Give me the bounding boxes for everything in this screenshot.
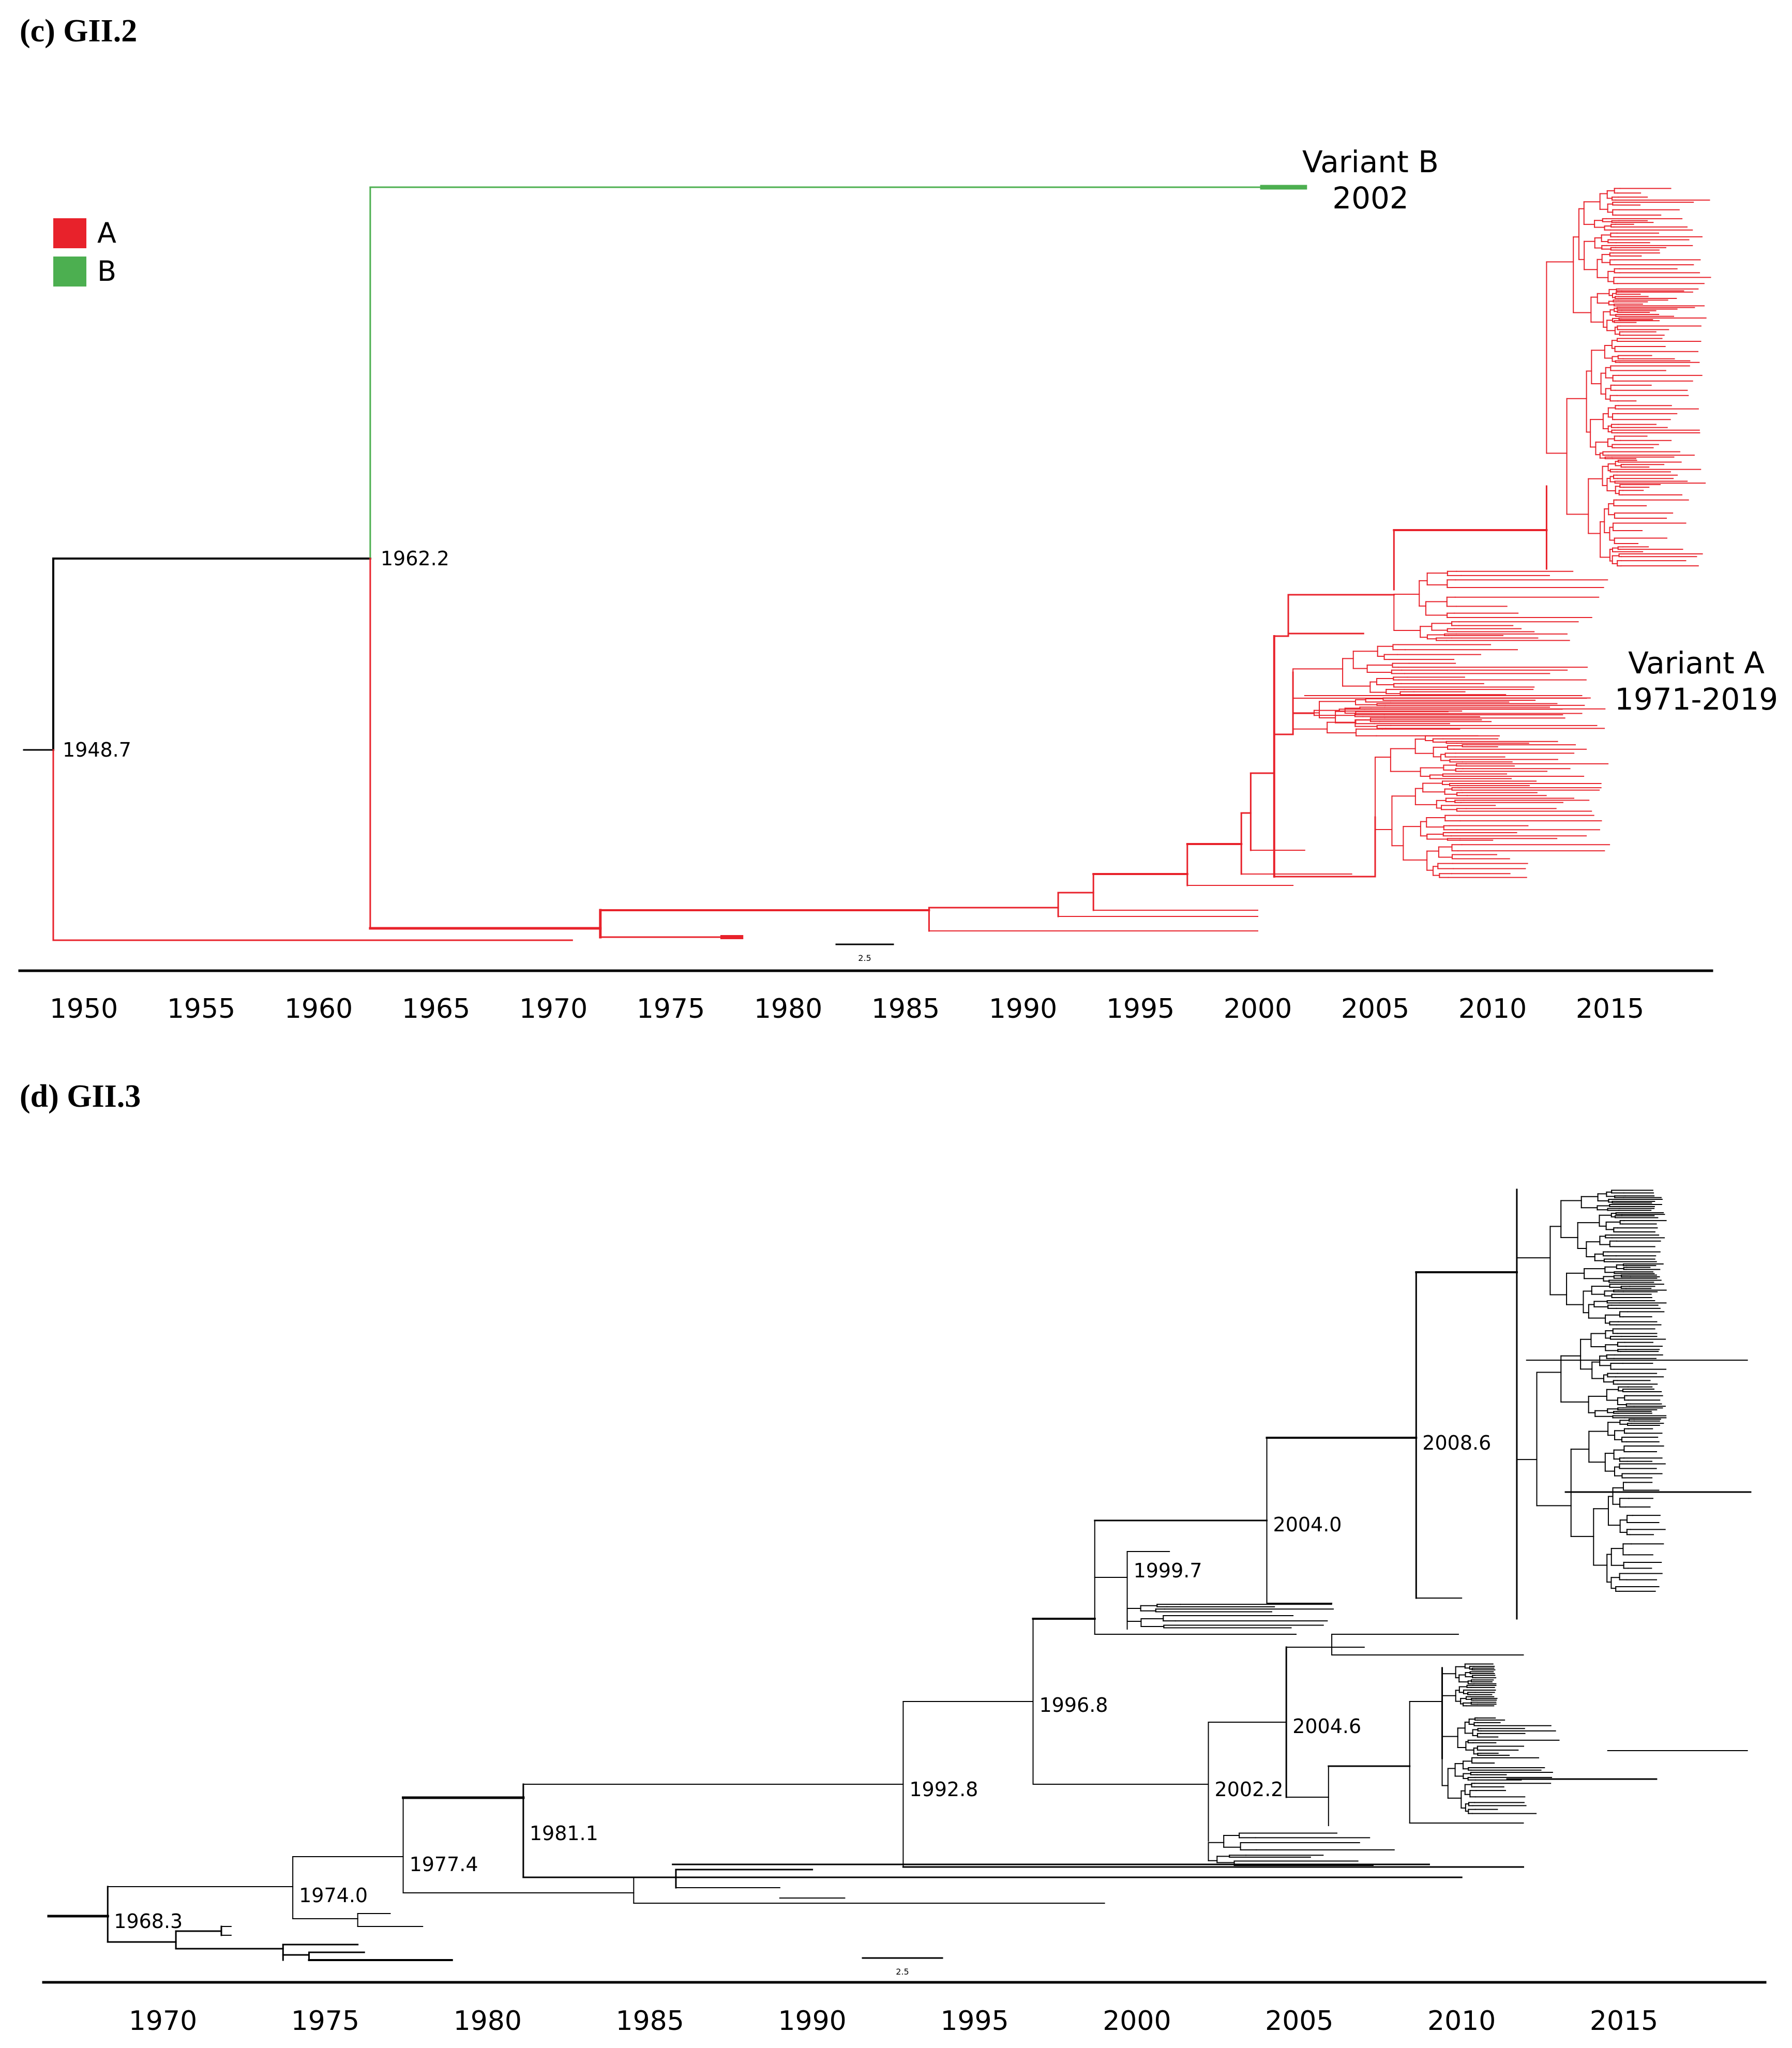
node-label-1999-7: 1999.7 xyxy=(1134,1559,1202,1582)
scale-bar: 2.5 xyxy=(862,1957,943,1977)
tree-branches xyxy=(47,1188,1752,1961)
node-label-1968-3: 1968.3 xyxy=(114,1910,183,1933)
x-tick-label-2010: 2010 xyxy=(1458,993,1527,1025)
x-tick-label-2005: 2005 xyxy=(1341,993,1409,1025)
node-label-1992-8: 1992.8 xyxy=(909,1778,978,1801)
x-tick-label-2000: 2000 xyxy=(1224,993,1292,1025)
x-tick-label-1980: 1980 xyxy=(754,993,822,1025)
x-tick-label-1995: 1995 xyxy=(1106,993,1174,1025)
x-tick-label-1975: 1975 xyxy=(637,993,705,1025)
x-tick-label-1980: 1980 xyxy=(454,2006,522,2037)
scale-bar: 2.5 xyxy=(835,943,894,963)
x-tick-label-1985: 1985 xyxy=(616,2006,684,2037)
node-labels: 1962.2 1948.7 xyxy=(63,547,449,761)
scale-bar-label: 2.5 xyxy=(858,953,871,963)
x-tick-label-1955: 1955 xyxy=(167,993,235,1025)
x-tick-label-2005: 2005 xyxy=(1265,2006,1333,2037)
x-tick-label-1950: 1950 xyxy=(50,993,118,1025)
x-tick-label-2010: 2010 xyxy=(1427,2006,1496,2037)
node-labels: 2008.6 2004.0 1999.7 1996.8 2004.6 2002.2 1992… xyxy=(114,1432,1491,1933)
x-axis: 1950 1955 1960 1965 1970 1975 1980 1985 1990 1995… xyxy=(18,969,1713,1025)
legend-label-a: A xyxy=(97,217,116,249)
x-tick-label-1990: 1990 xyxy=(778,2006,846,2037)
x-tick-label-1970: 1970 xyxy=(519,993,588,1025)
node-label-1981-1: 1981.1 xyxy=(530,1822,598,1845)
node-label-1962-2: 1962.2 xyxy=(381,547,449,570)
legend-label-b: B xyxy=(97,255,116,288)
panel-c-title: (c) GII.2 xyxy=(20,13,137,49)
legend-swatch-a xyxy=(53,218,86,248)
tree-branches xyxy=(23,185,1711,941)
x-tick-label-2000: 2000 xyxy=(1103,2006,1171,2037)
variant-a-label: Variant A xyxy=(1628,645,1765,681)
legend-swatch-b xyxy=(53,257,86,287)
x-tick-label-1965: 1965 xyxy=(402,993,470,1025)
variant-b-label: Variant B xyxy=(1302,144,1439,179)
legend: AB xyxy=(53,217,116,288)
x-tick-label-2015: 2015 xyxy=(1576,993,1644,1025)
node-label-2004-6: 2004.6 xyxy=(1292,1715,1361,1738)
variant-a-years: 1971-2019 xyxy=(1615,682,1778,717)
node-label-1977-4: 1977.4 xyxy=(410,1853,478,1876)
x-tick-label-1985: 1985 xyxy=(871,993,940,1025)
x-tick-label-1970: 1970 xyxy=(129,2006,197,2037)
node-label-2004-0: 2004.0 xyxy=(1273,1513,1342,1536)
node-label-1948-7: 1948.7 xyxy=(63,739,131,761)
node-label-1974-0: 1974.0 xyxy=(299,1884,368,1907)
panel-d-title: (d) GII.3 xyxy=(20,1079,141,1114)
x-tick-label-1960: 1960 xyxy=(284,993,353,1025)
variant-b-years: 2002 xyxy=(1332,180,1409,216)
node-label-1996-8: 1996.8 xyxy=(1040,1694,1108,1716)
node-label-2008-6: 2008.6 xyxy=(1422,1432,1491,1454)
x-tick-label-1995: 1995 xyxy=(940,2006,1008,2037)
x-tick-label-1975: 1975 xyxy=(291,2006,359,2037)
x-tick-label-2015: 2015 xyxy=(1590,2006,1658,2037)
panel-d-gii3-tree: (d) GII.3 2008.6 2004.0 1999.7 1996.8 2004.6… xyxy=(20,1079,1767,2037)
scale-bar-label: 2.5 xyxy=(896,1967,909,1977)
node-label-2002-2: 2002.2 xyxy=(1215,1778,1284,1801)
x-tick-label-1990: 1990 xyxy=(989,993,1057,1025)
x-axis: 1970 1975 1980 1985 1990 1995 2000 2005 2010 2015 xyxy=(42,1981,1767,2037)
